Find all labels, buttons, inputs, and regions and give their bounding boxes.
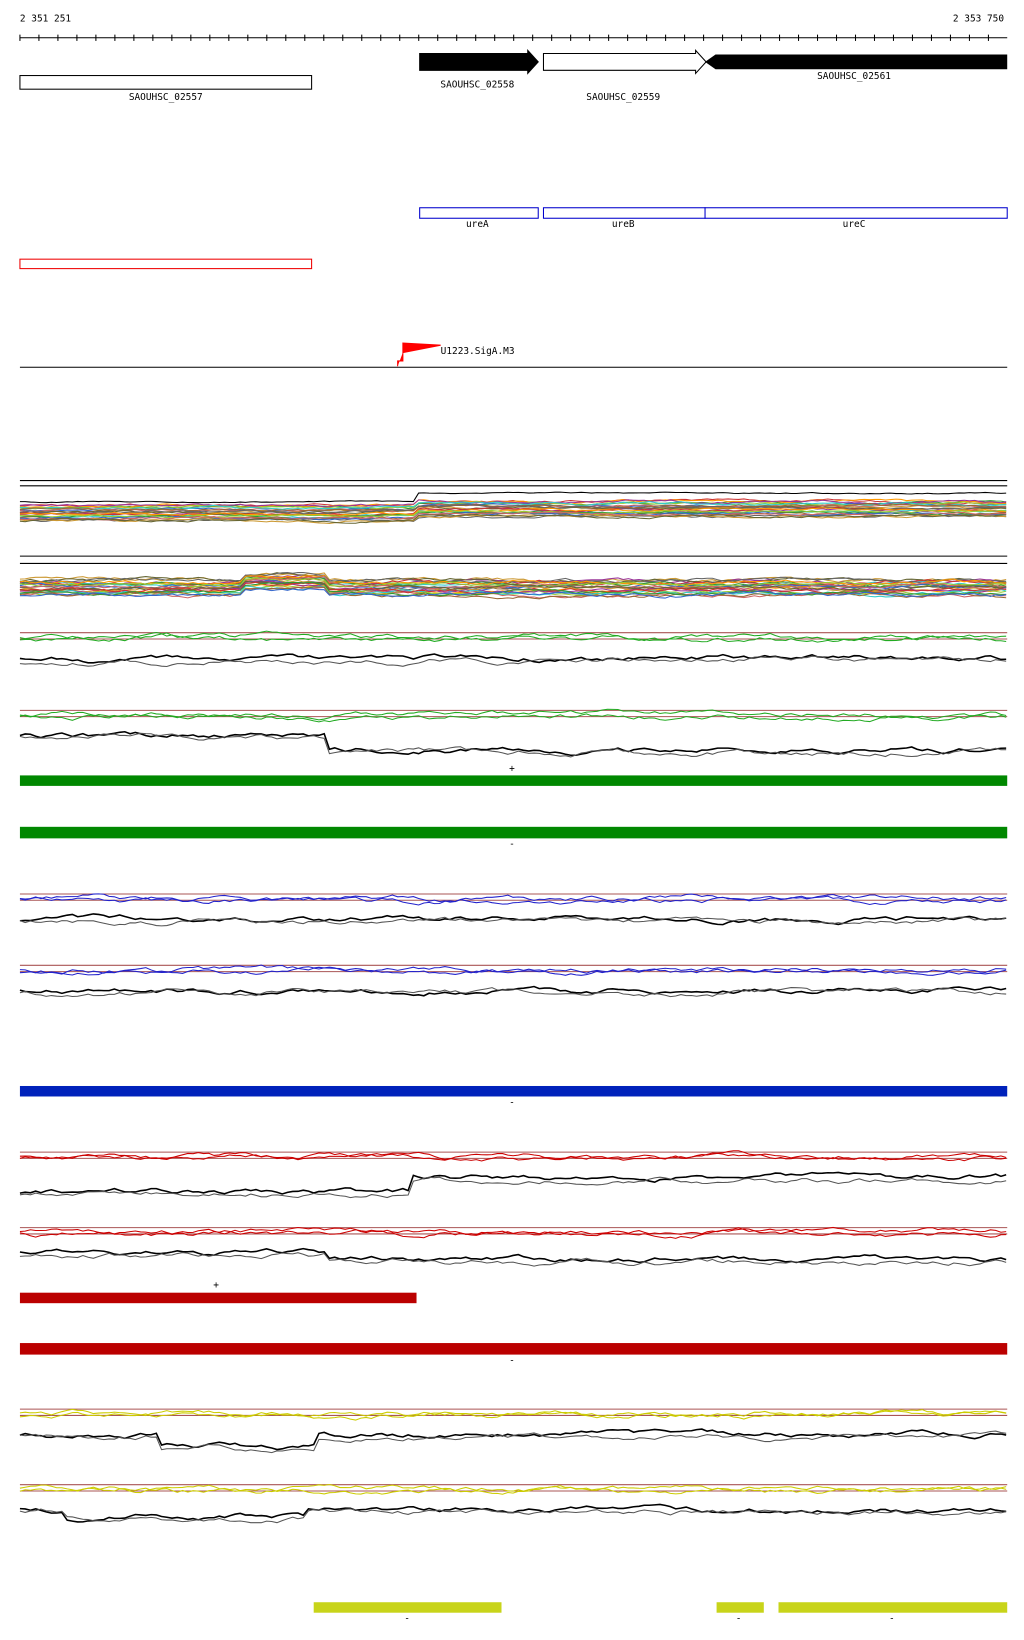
gene-label: SAOUHSC_02557: [129, 92, 203, 103]
signal-line: [19, 653, 1007, 664]
signal-line: [19, 895, 1007, 906]
signal-line: [19, 987, 1007, 998]
coverage-bar: [778, 1602, 1008, 1613]
coverage-bar: [19, 775, 1008, 786]
promoter-label: U1223.SigA.M3: [441, 346, 515, 357]
signal-line: [19, 580, 1007, 592]
signal-line: [19, 893, 1007, 903]
signal-line: [19, 1508, 1007, 1524]
signal-line: [19, 916, 1007, 927]
signal-line: [19, 1228, 1007, 1239]
signal-line: [19, 708, 1007, 721]
coverage-bar: [313, 1602, 502, 1613]
signal-line: [19, 985, 1007, 997]
strand-label: -: [889, 1614, 895, 1625]
gene-arrow[interactable]: [419, 49, 539, 75]
gene-name: ureB: [612, 219, 635, 230]
gene-box[interactable]: [19, 75, 313, 90]
strand-label: -: [509, 1355, 515, 1366]
signal-line: [19, 1430, 1007, 1454]
signal-line: [19, 1410, 1007, 1421]
coverage-bar: [19, 1292, 417, 1304]
signal-line: [19, 501, 1007, 511]
signal-line: [19, 1171, 1007, 1195]
signal-line: [19, 513, 1007, 524]
gene-arrow[interactable]: [542, 49, 707, 75]
strand-label: +: [509, 764, 515, 775]
ruler: [19, 34, 1008, 41]
signal-line: [19, 1483, 1007, 1494]
strand-label: -: [404, 1614, 410, 1625]
signal-line: [19, 581, 1007, 596]
signal-line: [19, 1151, 1007, 1162]
signal-line: [19, 712, 1007, 723]
gene-label: SAOUHSC_02561: [817, 71, 891, 82]
gene-name-box[interactable]: [704, 207, 1008, 219]
coverage-bar: [19, 1085, 1008, 1097]
signal-line: [19, 572, 1007, 584]
signal-line: [19, 585, 1007, 598]
gene-name-box[interactable]: [542, 207, 706, 219]
signal-line: [19, 631, 1007, 643]
tracks: [19, 480, 1008, 1524]
strand-label: -: [509, 839, 515, 850]
coverage-bar: [19, 1343, 1008, 1355]
signal-line: [19, 1176, 1007, 1199]
ruler-start: 2 351 251: [20, 13, 71, 24]
coverage-bar: [19, 826, 1008, 839]
signal-line: [19, 1252, 1007, 1267]
signal-line: [19, 588, 1007, 599]
signal-line: [19, 732, 1007, 758]
signal-line: [19, 730, 1007, 757]
gene-arrow[interactable]: [705, 54, 1008, 70]
strand-label: -: [509, 1097, 515, 1108]
ruler-end: 2 353 750: [953, 13, 1004, 24]
gene-name-box[interactable]: [419, 207, 539, 219]
signal-line: [19, 511, 1007, 521]
signal-line: [19, 966, 1007, 976]
signal-line: [19, 1150, 1007, 1161]
signal-line: [19, 507, 1007, 516]
signal-line: [19, 491, 1007, 504]
gene-label: SAOUHSC_02558: [440, 79, 514, 90]
signal-line: [19, 1428, 1007, 1451]
signal-line: [19, 1247, 1007, 1264]
signal-line: [19, 502, 1007, 512]
coverage-bar: [716, 1602, 764, 1613]
region-box[interactable]: [19, 258, 313, 270]
gene-label: SAOUHSC_02559: [586, 92, 660, 103]
signal-line: [19, 1485, 1007, 1495]
signal-line: [19, 574, 1007, 586]
signal-line: [19, 655, 1007, 668]
strand-label: +: [213, 1280, 219, 1291]
signal-line: [19, 499, 1007, 508]
gene-name: ureC: [843, 219, 866, 230]
gene-name: ureA: [466, 219, 489, 230]
promoter-flag[interactable]: [397, 342, 441, 367]
strand-label: -: [736, 1614, 742, 1625]
